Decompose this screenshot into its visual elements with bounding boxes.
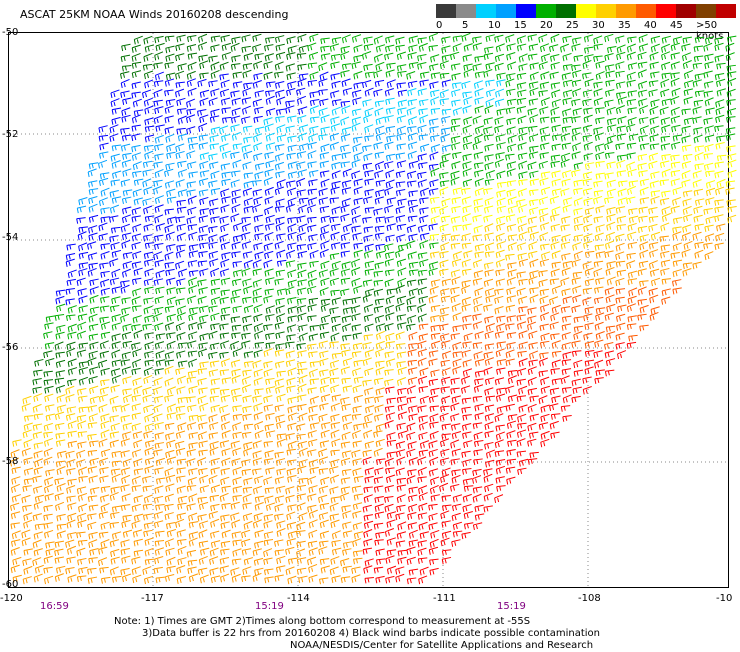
lat-label-50: -50 xyxy=(2,27,18,38)
lat-label-52: -52 xyxy=(2,129,18,140)
wind-barbs xyxy=(11,33,737,584)
lat-label-60: -60 xyxy=(2,579,18,590)
lat-label-54: -54 xyxy=(2,232,18,243)
lon-label-105: -10 xyxy=(716,593,732,604)
time-label-1: 16:59 xyxy=(40,601,69,612)
lon-label-117: -117 xyxy=(141,593,164,604)
note-line-3: NOAA/NESDIS/Center for Satellite Applica… xyxy=(114,640,593,651)
lat-label-56: -56 xyxy=(2,342,18,353)
time-label-2: 15:19 xyxy=(255,601,284,612)
time-label-3: 15:19 xyxy=(497,601,526,612)
note-line-2: 3)Data buffer is 22 hrs from 20160208 4)… xyxy=(114,628,600,639)
lon-label-120: -120 xyxy=(0,593,23,604)
lon-label-108: -108 xyxy=(578,593,601,604)
lon-label-111: -111 xyxy=(433,593,456,604)
footnote: Note: 1) Times are GMT 2)Times along bot… xyxy=(114,616,600,652)
lat-label-58: -58 xyxy=(2,456,18,467)
lon-label-114: -114 xyxy=(287,593,310,604)
note-line-1: Note: 1) Times are GMT 2)Times along bot… xyxy=(114,616,530,627)
